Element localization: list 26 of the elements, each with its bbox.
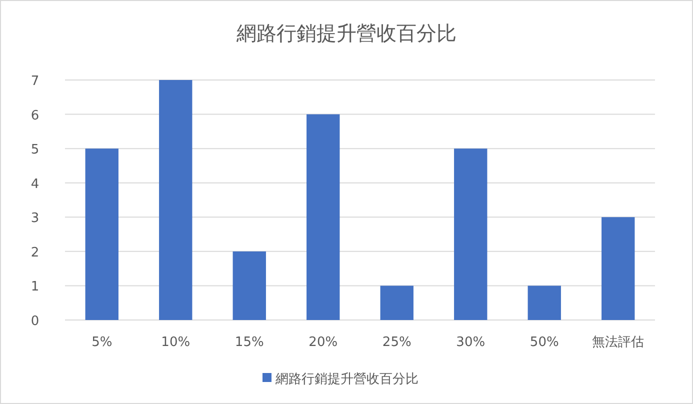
y-tick-label: 5 — [30, 142, 40, 158]
bar — [602, 217, 635, 320]
bar — [454, 148, 488, 320]
chart-title: 網路行銷提升營收百分比 — [236, 21, 456, 45]
legend: 網路行銷提升營收百分比 — [262, 372, 418, 387]
bar — [306, 114, 340, 320]
x-tick-label: 5% — [92, 335, 112, 350]
x-tick-label: 10% — [161, 335, 190, 350]
y-tick-label: 6 — [30, 108, 40, 124]
y-tick-label: 4 — [30, 176, 40, 192]
y-tick-label: 1 — [30, 280, 40, 295]
bar — [159, 80, 192, 320]
y-tick-label: 0 — [30, 314, 40, 329]
x-tick-label: 15% — [234, 335, 264, 350]
bar — [232, 251, 266, 320]
x-tick-label: 50% — [530, 335, 559, 350]
y-tick-label: 3 — [30, 211, 40, 226]
x-tick-label: 25% — [382, 335, 412, 350]
x-tick-label: 30% — [456, 335, 486, 350]
bar — [380, 286, 414, 320]
y-tick-label: 7 — [30, 74, 40, 89]
x-tick-label: 20% — [308, 335, 338, 350]
bar — [85, 148, 118, 320]
y-tick-label: 2 — [30, 245, 40, 260]
x-tick-label: 無法評估 — [592, 335, 644, 350]
bar — [528, 286, 561, 320]
